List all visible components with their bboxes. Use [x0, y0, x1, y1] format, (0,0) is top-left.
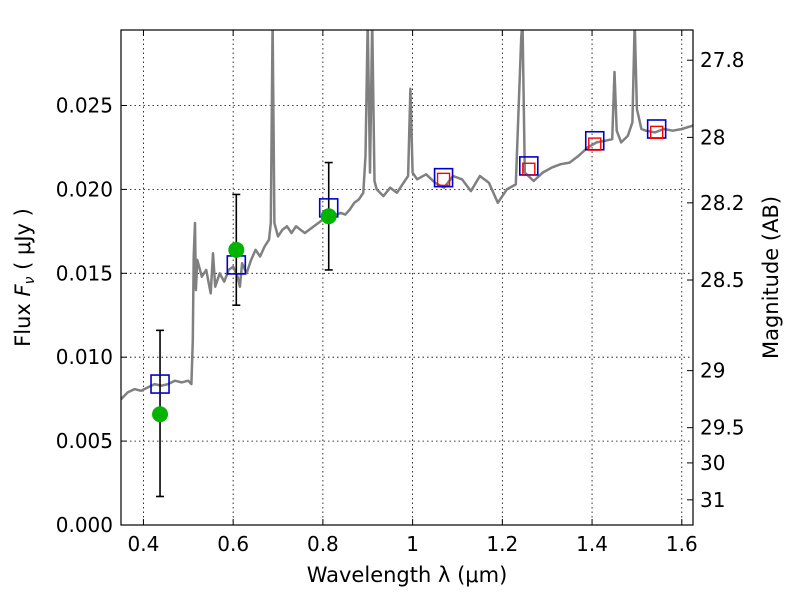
y-tick-label: 0.025: [56, 94, 113, 118]
y-axis-label: Flux Fν ( μJy ): [11, 208, 38, 347]
x-axis-ticks: 0.4 0.6 0.8 1 1.2 1.4 1.6: [128, 30, 698, 556]
y-axis-label-symbol: F: [11, 284, 35, 297]
right-tick-label: 28.5: [700, 268, 745, 292]
plot-frame: [120, 29, 694, 526]
y-axis-label-subscript: ν: [22, 276, 38, 284]
spectrum-layer: [121, 30, 693, 401]
measured-flux-point: [152, 406, 169, 423]
right-tick-label: 29: [700, 359, 725, 383]
x-tick-label: 1: [406, 532, 419, 556]
observed-flux-square: [436, 172, 451, 187]
grid-lines: [121, 30, 693, 526]
model-flux-square: [433, 167, 454, 188]
right-tick-label: 31: [700, 488, 725, 512]
y-tick-label: 0.005: [56, 429, 113, 453]
right-axis-label: Magnitude (AB): [759, 196, 783, 359]
x-tick-label: 0.8: [307, 532, 339, 556]
x-tick-label: 0.4: [128, 532, 160, 556]
right-tick-label: 30: [700, 451, 725, 475]
y-tick-label: 0.015: [56, 261, 113, 285]
x-tick-label: 1.2: [486, 532, 518, 556]
y-axis-label-unit: ( μJy ): [11, 208, 35, 276]
observed-flux-square: [588, 137, 602, 151]
right-tick-label: 28: [700, 125, 725, 149]
x-tick-label: 1.4: [576, 532, 608, 556]
x-tick-label: 0.6: [217, 532, 249, 556]
x-tick-label: 1.6: [666, 532, 698, 556]
y-axis-ticks: 0.000 0.005 0.010 0.015 0.020 0.025: [56, 94, 127, 537]
y-tick-label: 0.000: [56, 513, 113, 537]
right-tick-label: 29.5: [700, 416, 745, 440]
x-axis-label: Wavelength λ (μm): [307, 563, 508, 587]
measured-flux-point: [320, 208, 337, 225]
photometry-markers: [150, 119, 667, 498]
y-tick-label: 0.020: [56, 177, 113, 201]
spectrum-line: [121, 30, 693, 401]
measured-flux-point: [228, 241, 245, 258]
y-axis-label-text: Flux: [11, 297, 35, 347]
right-axis-ticks: 27.8 28 28.2 28.5 29 29.5 30 31: [687, 48, 745, 512]
observed-flux-square: [522, 162, 536, 176]
right-tick-label: 27.8: [700, 48, 745, 72]
model-flux-square: [150, 374, 170, 394]
right-tick-label: 28.2: [700, 191, 745, 215]
y-tick-label: 0.010: [56, 345, 113, 369]
observed-flux-square: [649, 125, 664, 140]
